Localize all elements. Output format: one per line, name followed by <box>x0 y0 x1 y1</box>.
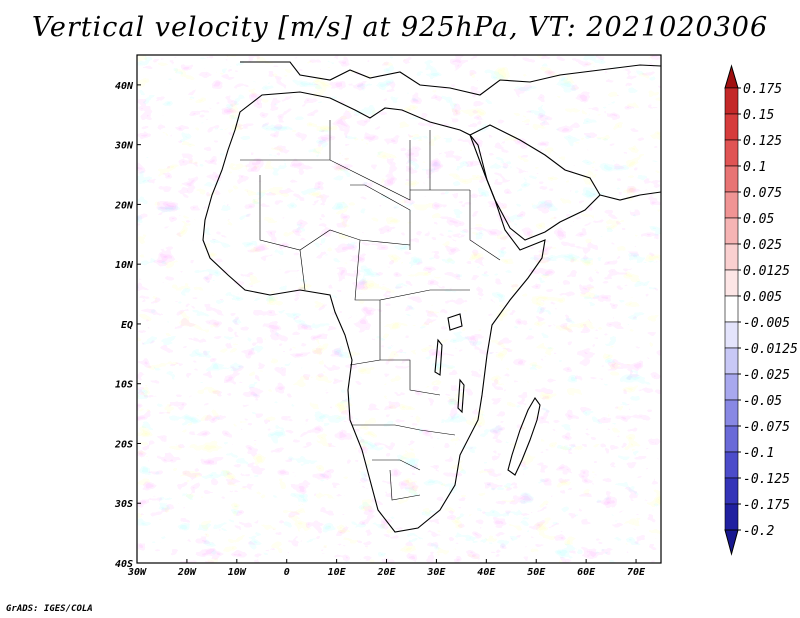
colorbar-label: 0.05 <box>743 212 774 227</box>
colorbar-swatch <box>724 87 739 115</box>
map-plot-area <box>136 54 662 564</box>
arabia-coastline <box>469 124 601 241</box>
lon-tick-label: 0 <box>284 567 290 578</box>
colorbar-label: 0.075 <box>743 186 782 201</box>
colorbar-swatch <box>724 139 739 167</box>
colorbar-swatch <box>724 373 739 401</box>
lon-tick-label: 60E <box>577 567 596 578</box>
colorbar-swatch <box>724 243 739 271</box>
lon-tick-label: 10E <box>328 567 347 578</box>
colorbar-label: -0.0125 <box>743 342 798 357</box>
grads-credit: GrADS: IGES/COLA <box>6 604 93 614</box>
lon-tick-label: 70E <box>627 567 646 578</box>
colorbar-label: -0.025 <box>743 368 790 383</box>
colorbar-label: 0.125 <box>743 134 782 149</box>
colorbar-swatch <box>724 269 739 297</box>
lon-tick-label: 10W <box>228 567 247 578</box>
colorbar-swatch <box>724 399 739 427</box>
lat-tick-label: 30N <box>114 141 134 152</box>
madagascar-coastline <box>507 396 541 476</box>
lon-tick-label: 30W <box>127 567 147 578</box>
velocity-field <box>137 55 661 563</box>
lat-tick-label: 20S <box>114 439 133 450</box>
colorbar-swatch <box>724 295 739 323</box>
map-title: Vertical velocity [m/s] at 925hPa, VT: 2… <box>31 12 769 43</box>
europe-coastline <box>240 61 661 96</box>
colorbar-under-triangle <box>724 529 739 556</box>
lat-tick-label: EQ <box>121 320 133 331</box>
lon-tick-label: 20W <box>177 567 197 578</box>
lat-tick-label: 30S <box>114 499 133 510</box>
colorbar-swatch <box>724 347 739 375</box>
colorbar-swatch <box>724 321 739 349</box>
colorbar-swatch <box>724 217 739 245</box>
colorbar-label: -0.2 <box>743 524 774 539</box>
colorbar-swatch <box>724 191 739 219</box>
colorbar-swatch <box>724 113 739 141</box>
coastlines <box>202 61 661 533</box>
lat-tick-label: 10N <box>115 260 134 271</box>
colorbar-label: 0.0125 <box>743 264 790 279</box>
colorbar-label: 0.175 <box>743 82 782 97</box>
colorbar-label: -0.175 <box>743 498 790 513</box>
map-frame <box>136 54 662 564</box>
asia-coastline <box>599 191 661 201</box>
colorbar-swatch <box>724 165 739 193</box>
colorbar-label: 0.1 <box>743 160 766 175</box>
colorbar-label: 0.025 <box>743 238 782 253</box>
colorbar-label: -0.05 <box>743 394 782 409</box>
colorbar-label: -0.005 <box>743 316 790 331</box>
colorbar-over-triangle <box>724 64 739 89</box>
lake-malawi <box>457 378 465 414</box>
country-borders <box>240 120 501 501</box>
lon-tick-label: 20E <box>376 567 396 578</box>
lake-victoria <box>447 313 463 331</box>
lon-tick-label: 30E <box>426 567 446 578</box>
colorbar-label: 0.15 <box>743 108 774 123</box>
colorbar: 0.175 0.15 0.125 0.1 0.075 0.05 0.025 0.0125 0.0… <box>724 64 798 556</box>
lon-tick-label: 50E <box>527 567 546 578</box>
africa-coastline <box>202 91 546 533</box>
colorbar-swatch <box>724 503 739 531</box>
colorbar-swatch <box>724 425 739 453</box>
lon-tick-label: 40E <box>477 567 496 578</box>
lat-tick-label: 20N <box>114 200 134 211</box>
lat-tick-label: 10S <box>115 380 133 391</box>
colorbar-swatch <box>724 477 739 505</box>
colorbar-label: -0.1 <box>743 446 774 461</box>
lat-tick-label: 40N <box>115 81 134 92</box>
colorbar-swatch <box>724 451 739 479</box>
colorbar-label: -0.125 <box>743 472 790 487</box>
lat-tick-label: 40S <box>115 559 133 570</box>
lake-tanganyika <box>434 338 443 376</box>
longitude-axis: 30W 20W 10W 0 10E 20E 30E 40E 50E 60E 70E <box>127 559 646 578</box>
colorbar-label: 0.005 <box>743 290 782 305</box>
latitude-axis: 40N 30N 20N 10N EQ 10S 20S 30S 40S <box>114 81 141 570</box>
colorbar-label: -0.075 <box>743 420 790 435</box>
